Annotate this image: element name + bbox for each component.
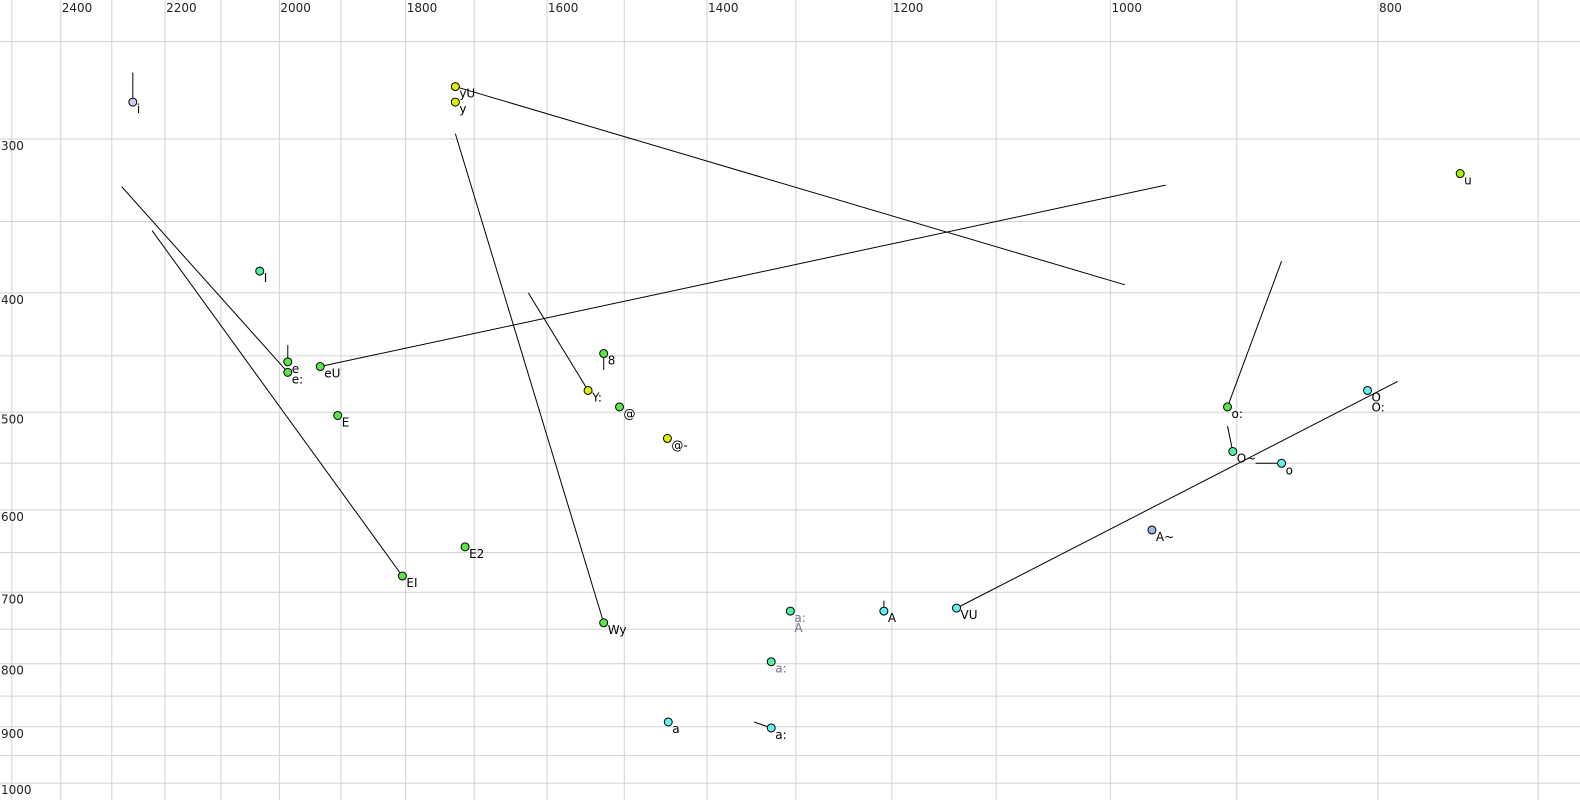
point-label: a: bbox=[775, 662, 786, 676]
x-tick-label: 800 bbox=[1379, 1, 1402, 15]
point-label: eU bbox=[324, 367, 340, 381]
tick-labels: 2400 2200 2000 1800 1600 1400 1200 1000 800 300 40… bbox=[1, 1, 1402, 797]
point-label: I bbox=[264, 271, 268, 285]
data-point bbox=[1277, 458, 1287, 468]
point-label: y bbox=[459, 102, 466, 116]
point-label: @- bbox=[671, 438, 687, 452]
data-point bbox=[1455, 169, 1465, 179]
data-point bbox=[599, 618, 609, 628]
point-label: VU bbox=[961, 608, 978, 622]
point-label: i bbox=[137, 102, 140, 116]
data-point bbox=[952, 603, 962, 613]
point-label: 8 bbox=[608, 354, 616, 368]
point-label: a: bbox=[794, 611, 805, 625]
trajectory-line bbox=[320, 184, 1166, 368]
data-point bbox=[879, 606, 889, 616]
y-tick-label: 500 bbox=[1, 412, 24, 426]
point-label: O~ bbox=[1237, 451, 1257, 465]
point-label: A bbox=[888, 611, 897, 625]
y-tick-label: 700 bbox=[1, 592, 24, 606]
point-label: yU bbox=[459, 87, 475, 101]
point-label: e bbox=[292, 362, 299, 376]
data-point bbox=[1222, 402, 1232, 412]
point-label: A bbox=[794, 621, 803, 635]
data-point bbox=[662, 433, 672, 443]
x-tick-label: 2000 bbox=[280, 1, 311, 15]
point-label: o bbox=[1286, 463, 1293, 477]
x-tick-label: 2400 bbox=[62, 1, 93, 15]
point-label: Y: bbox=[591, 390, 602, 404]
trajectory-line bbox=[151, 230, 403, 577]
y-tick-label: 400 bbox=[1, 293, 24, 307]
point-label: u bbox=[1464, 174, 1472, 188]
point-label: O: bbox=[1372, 400, 1385, 414]
data-point bbox=[333, 410, 343, 420]
data-point bbox=[128, 97, 138, 107]
x-tick-label: 1000 bbox=[1111, 1, 1142, 15]
point-label: O bbox=[1372, 390, 1381, 404]
x-tick-label: 1800 bbox=[407, 1, 438, 15]
point-label: E2 bbox=[469, 547, 484, 561]
data-point bbox=[397, 571, 407, 581]
point-label: @ bbox=[624, 407, 636, 421]
data-point bbox=[599, 349, 609, 359]
trajectory-line bbox=[121, 186, 289, 373]
trajectory-line bbox=[1227, 261, 1283, 408]
point-label: o: bbox=[1231, 407, 1242, 421]
data-point bbox=[1228, 446, 1238, 456]
data-point bbox=[663, 717, 673, 727]
data-point bbox=[315, 362, 325, 372]
data-point bbox=[583, 385, 593, 395]
y-tick-label: 300 bbox=[1, 139, 24, 153]
y-tick-label: 900 bbox=[1, 727, 24, 741]
data-point bbox=[785, 606, 795, 616]
point-label: EI bbox=[406, 576, 417, 590]
x-tick-label: 2200 bbox=[166, 1, 197, 15]
point-label: A~ bbox=[1156, 530, 1174, 544]
data-point bbox=[283, 367, 293, 377]
data-point bbox=[460, 542, 470, 552]
data-point bbox=[283, 357, 293, 367]
trajectory-line bbox=[956, 381, 1398, 609]
x-tick-label: 1200 bbox=[893, 1, 924, 15]
x-tick-label: 1400 bbox=[708, 1, 739, 15]
data-point bbox=[450, 82, 460, 92]
data-point bbox=[1147, 525, 1157, 535]
point-label: E bbox=[342, 415, 350, 429]
trajectories bbox=[121, 72, 1398, 729]
y-tick-label: 800 bbox=[1, 664, 24, 678]
x-tick-label: 1600 bbox=[548, 1, 579, 15]
trajectory-line bbox=[455, 86, 1126, 286]
point-label: a bbox=[672, 722, 679, 736]
data-point bbox=[766, 657, 776, 667]
trajectory-line bbox=[527, 292, 589, 391]
data-point bbox=[766, 723, 776, 733]
data-point bbox=[1363, 385, 1373, 395]
point-label: Wy bbox=[608, 623, 627, 637]
y-tick-label: 1000 bbox=[1, 783, 32, 797]
data-point bbox=[255, 266, 265, 276]
trajectory-line bbox=[454, 133, 605, 623]
data-point bbox=[450, 97, 460, 107]
point-label: a: bbox=[775, 728, 786, 742]
y-tick-label: 600 bbox=[1, 510, 24, 524]
data-point bbox=[615, 402, 625, 412]
point-label: e: bbox=[292, 372, 303, 386]
